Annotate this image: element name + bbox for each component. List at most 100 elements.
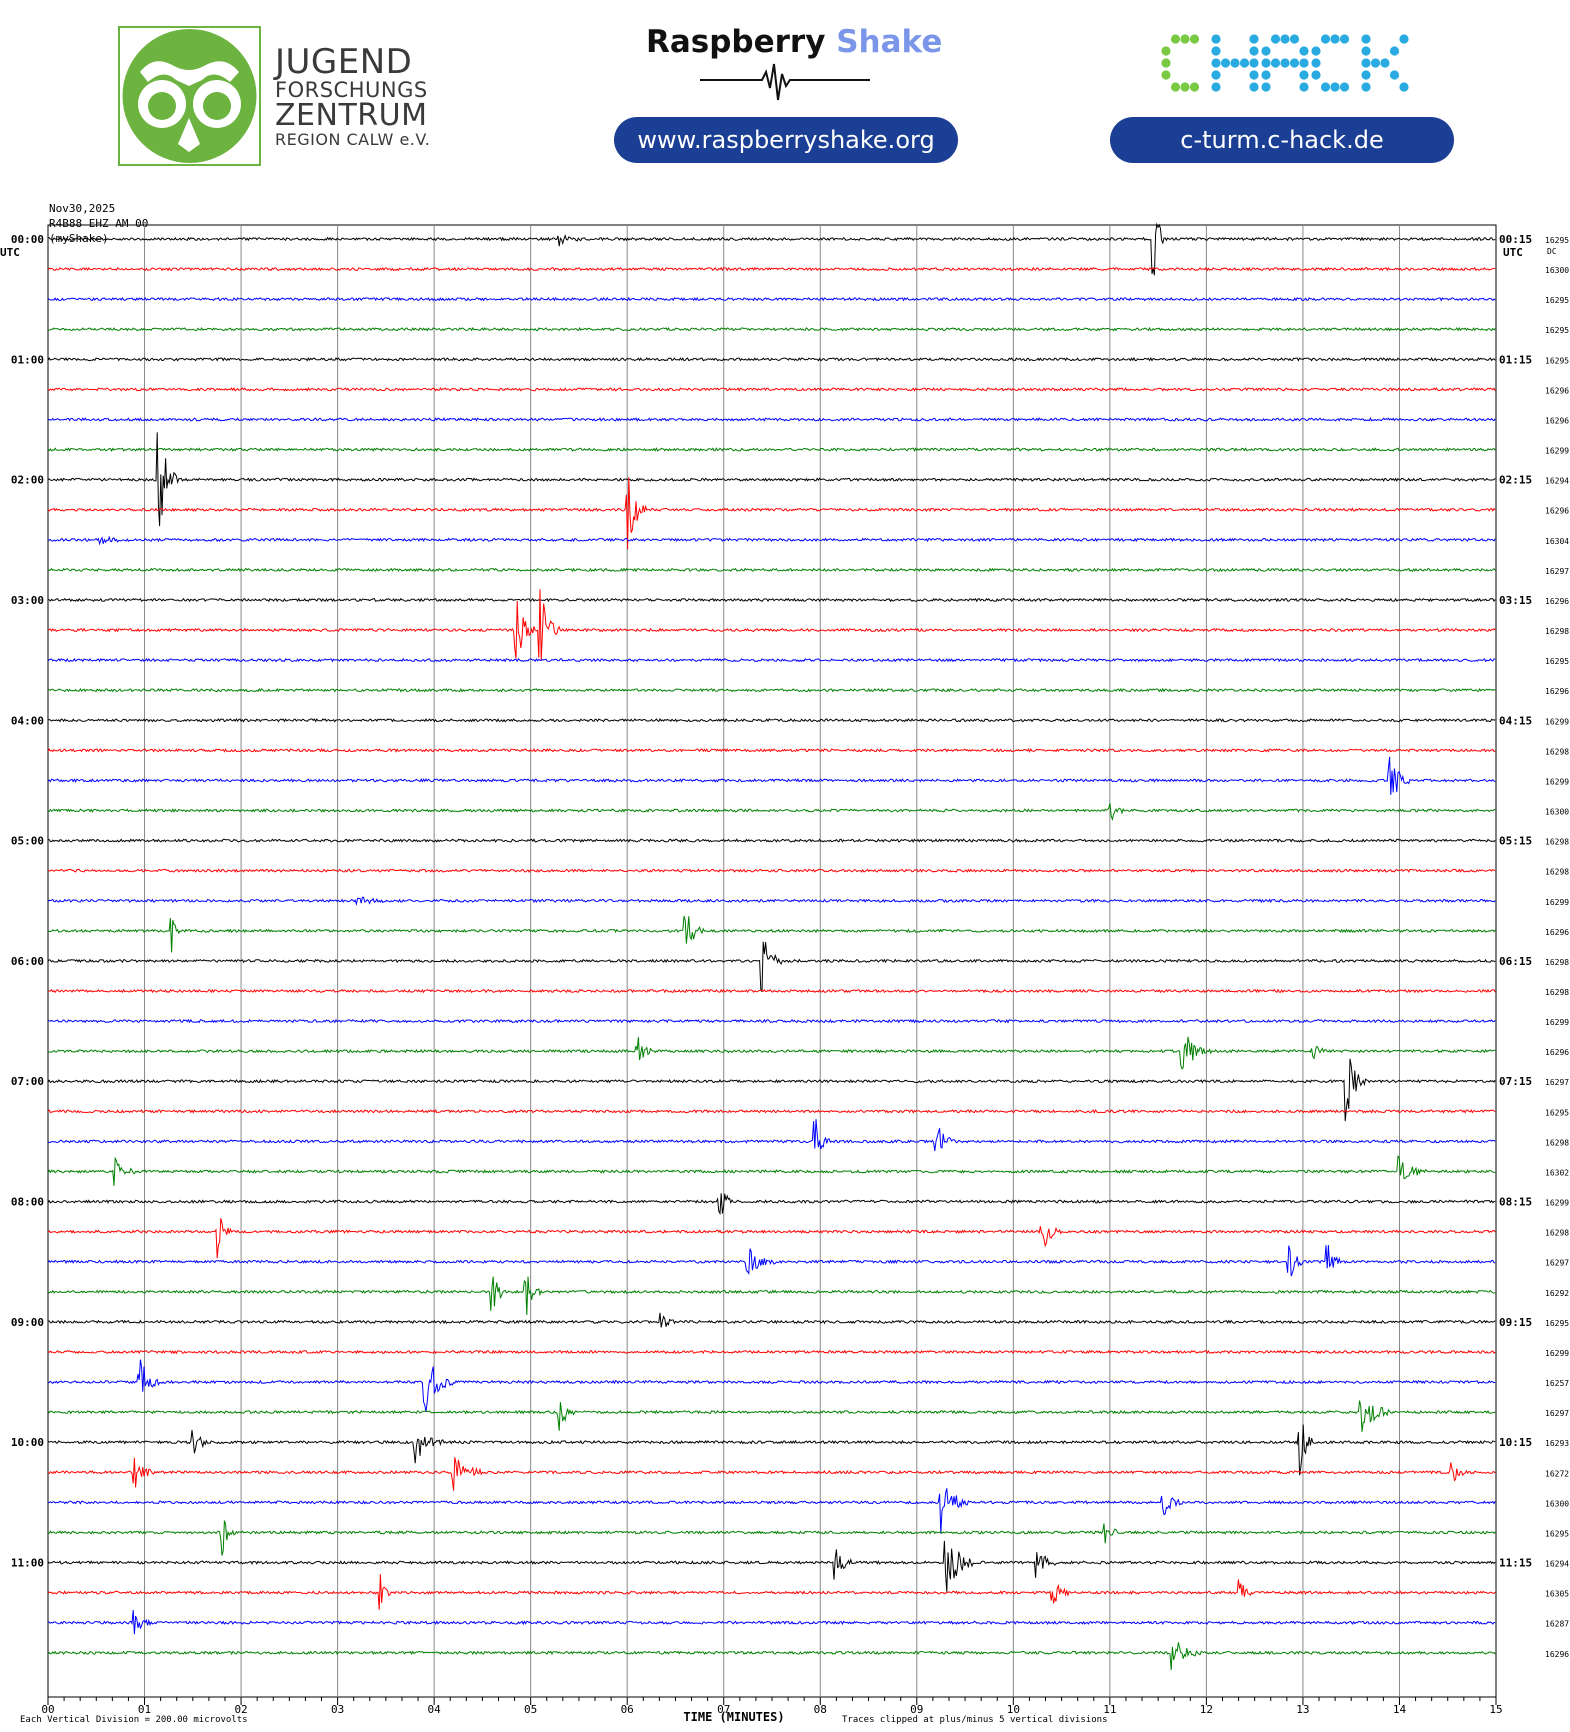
dc-offset-label: 16298: [1545, 627, 1569, 636]
trace-line: [47, 802, 1496, 821]
trace-line: [47, 589, 1496, 662]
chack-logo-dot: [1249, 82, 1259, 92]
dc-offset-label: 16295: [1545, 236, 1569, 245]
chack-logo-dot: [1299, 70, 1309, 80]
dc-offset-label: 16287: [1545, 1620, 1569, 1629]
trace-line: [47, 387, 1496, 392]
x-axis-label: TIME (MINUTES): [683, 1710, 784, 1724]
dc-offset-label: 16296: [1545, 687, 1569, 696]
dc-offset-label: 16299: [1545, 717, 1569, 726]
dc-offset-label: 16304: [1545, 537, 1569, 546]
x-tick-label: 04: [428, 1703, 442, 1716]
right-hour-label: 07:15: [1499, 1075, 1532, 1088]
dc-offset-label: 16294: [1545, 477, 1569, 486]
x-tick-label: 05: [524, 1703, 537, 1716]
right-hour-label: 04:15: [1499, 714, 1532, 727]
chack-logo-dot: [1399, 34, 1409, 44]
dc-offset-label: 16299: [1545, 898, 1569, 907]
trace-line: [47, 535, 1496, 546]
trace-line: [47, 687, 1496, 693]
trace-line: [47, 748, 1496, 753]
x-tick-label: 15: [1489, 1703, 1502, 1716]
dc-offset-label: 16298: [1545, 868, 1569, 877]
jfz-line-1: JUGEND: [275, 42, 413, 82]
left-hour-label: 06:00: [11, 955, 44, 968]
chack-logo-dot: [1399, 82, 1409, 92]
trace-line: [47, 1036, 1496, 1070]
chack-logo-dot: [1161, 46, 1171, 56]
x-tick-label: 06: [621, 1703, 634, 1716]
dc-offset-label: 16295: [1545, 356, 1569, 365]
dc-offset-label: 16294: [1545, 1560, 1569, 1569]
trace-line: [47, 356, 1496, 362]
left-hour-label: 00:00: [11, 233, 44, 246]
chack-logo-dot: [1330, 82, 1340, 92]
right-hour-label: 01:15: [1499, 353, 1532, 366]
right-hour-label: 08:15: [1499, 1196, 1532, 1209]
trace-line: [47, 1359, 1496, 1413]
trace-line: [47, 988, 1496, 994]
chack-logo-dot: [1361, 58, 1371, 68]
chack-logo-dot: [1249, 70, 1259, 80]
dc-offset-label: 16297: [1545, 567, 1569, 576]
chack-logo-dot: [1361, 70, 1371, 80]
left-hour-label: 10:00: [11, 1436, 44, 1449]
chack-logo-dot: [1211, 46, 1221, 56]
trace-line: [47, 417, 1496, 422]
dc-offset-label: 16298: [1545, 988, 1569, 997]
trace-line: [47, 432, 1496, 527]
jfz-line-2: FORSCHUNGS: [275, 78, 428, 102]
left-hour-label: 04:00: [11, 714, 44, 727]
trace-line: [47, 915, 1496, 953]
chack-logo-dot: [1189, 34, 1200, 44]
dc-offset-label: 16299: [1545, 777, 1569, 786]
chack-logo-dot: [1339, 82, 1350, 92]
x-tick-label: 14: [1393, 1703, 1407, 1716]
raspberry-word: Raspberry: [646, 24, 826, 60]
chart-station: R4B88 EHZ AM 00: [49, 217, 148, 230]
footer-left-note: Each Vertical Division = 200.00 microvol…: [20, 1715, 248, 1725]
raspberry-shake-title: Raspberry Shake: [646, 24, 942, 60]
dc-offset-label: 16298: [1545, 1229, 1569, 1238]
right-hour-label: 10:15: [1499, 1436, 1532, 1449]
chack-logo-dot: [1211, 34, 1221, 44]
trace-line: [47, 1400, 1496, 1432]
trace-line: [47, 941, 1496, 993]
chack-logo-dot: [1311, 58, 1321, 68]
jfz-line-3: ZENTRUM: [275, 98, 428, 133]
trace-line: [47, 1218, 1496, 1259]
raspberry-shake-url[interactable]: www.raspberryshake.org: [614, 117, 958, 163]
left-axis-title: UTC: [0, 246, 20, 259]
left-hour-label: 02:00: [11, 474, 44, 487]
chack-logo-dot: [1280, 58, 1290, 68]
trace-line: [47, 1520, 1496, 1556]
chack-url[interactable]: c-turm.c-hack.de: [1110, 117, 1454, 163]
chack-logo-dot: [1280, 34, 1290, 44]
trace-line: [47, 1312, 1496, 1328]
trace-line: [47, 326, 1496, 332]
chack-logo-dot: [1170, 82, 1181, 92]
chack-logo-dot: [1339, 34, 1350, 44]
trace-line: [47, 1424, 1496, 1476]
dc-offset-label: 16299: [1545, 1199, 1569, 1208]
chack-logo-dot: [1361, 46, 1371, 56]
chack-logo-dot: [1261, 46, 1271, 56]
x-tick-label: 00: [41, 1703, 54, 1716]
chack-logo-dot: [1161, 70, 1171, 80]
dc-title: DC: [1547, 247, 1557, 256]
trace-line: [47, 1018, 1496, 1024]
trace-line: [47, 896, 1496, 906]
chack-logo-dot: [1249, 46, 1259, 56]
x-tick-label: 12: [1200, 1703, 1213, 1716]
chack-logo-dot: [1299, 82, 1309, 92]
trace-line: [47, 222, 1496, 276]
chack-logo-dot: [1211, 82, 1221, 92]
dc-offset-label: 16296: [1545, 507, 1569, 516]
chack-logo-dot: [1270, 58, 1281, 68]
trace-line: [47, 1155, 1496, 1186]
trace-line: [47, 838, 1496, 843]
trace-line: [47, 756, 1496, 795]
left-hour-label: 01:00: [11, 353, 44, 366]
helicorder-chart: Nov30,2025 R4B88 EHZ AM 00 (myShake) UTC…: [0, 202, 1569, 1725]
right-hour-label: 06:15: [1499, 955, 1532, 968]
